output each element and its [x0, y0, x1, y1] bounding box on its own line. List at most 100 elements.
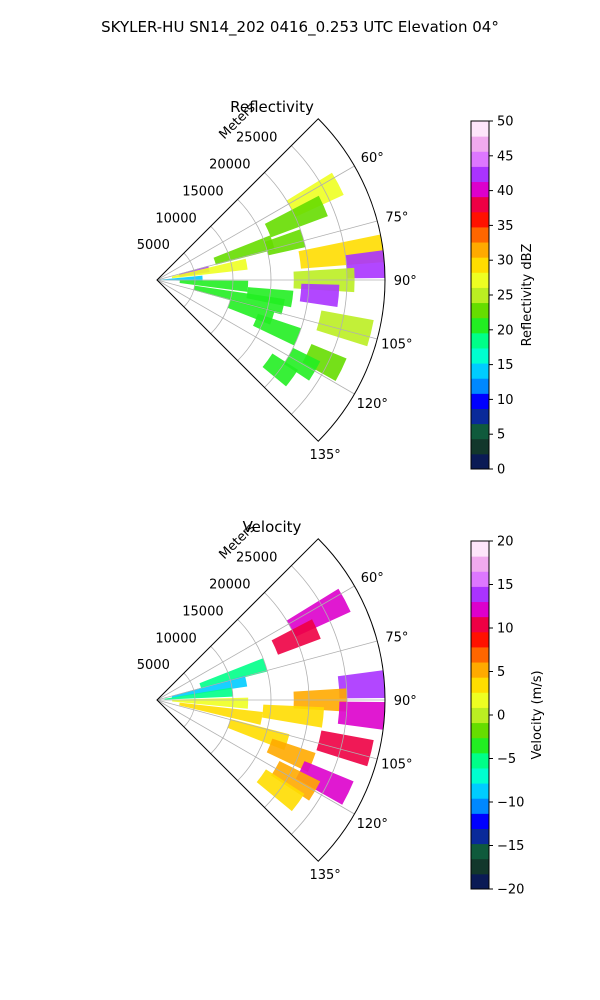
- range-tick-label: 25000: [236, 131, 277, 146]
- azimuth-tick-label: 90°: [394, 694, 417, 709]
- colorbar-swatch: [471, 181, 489, 198]
- echo-cell: [295, 761, 354, 805]
- colorbar-tick-label: −10: [497, 796, 524, 811]
- range-tick-label: 25000: [236, 551, 277, 566]
- colorbar-tick-label: 50: [497, 115, 514, 130]
- echo-cell: [199, 658, 268, 689]
- colorbar-swatch: [471, 646, 489, 663]
- colorbar-swatch: [471, 332, 489, 349]
- range-tick-label: 5000: [137, 658, 170, 673]
- echo-cell: [179, 280, 249, 292]
- azimuth-tick-label: 105°: [381, 338, 412, 353]
- colorbar-swatch: [471, 828, 489, 845]
- colorbar-swatch: [471, 287, 489, 304]
- echo-cell: [256, 769, 305, 812]
- reflectivity-panel: Reflectivity 60° 75° 90° 105° 120° 135° 5000 10…: [137, 98, 535, 478]
- colorbar-swatch: [471, 453, 489, 470]
- colorbar-swatch: [471, 858, 489, 875]
- colorbar-swatch: [471, 317, 489, 334]
- echo-cell: [337, 670, 385, 699]
- echo-cell: [316, 310, 374, 347]
- azimuth-spoke: [156, 640, 378, 701]
- colorbar-swatch: [471, 136, 489, 152]
- echo-cell: [271, 619, 321, 655]
- colorbar-tick-label: 10: [497, 622, 514, 637]
- colorbar-tick-label: 15: [497, 358, 514, 373]
- range-tick-label: 5000: [137, 238, 170, 253]
- colorbar-tick-label: 35: [497, 219, 514, 234]
- azimuth-tick-label: 120°: [357, 817, 388, 832]
- sector-outline: [156, 538, 386, 862]
- echo-cell: [337, 701, 385, 730]
- azimuth-tick-label: 90°: [394, 274, 417, 289]
- colorbar-tick-label: −20: [497, 883, 524, 898]
- azimuth-spoke: [156, 220, 378, 281]
- colorbar-swatch: [471, 601, 489, 618]
- colorbar-label: Reflectivity dBZ: [520, 244, 535, 347]
- colorbar-swatch: [471, 813, 489, 829]
- range-tick-label: 15000: [182, 604, 223, 619]
- grid: [156, 565, 385, 835]
- azimuth-tick-label: 75°: [385, 210, 408, 225]
- colorbar: 0 5 10 15 20 25 30 35 40 45 50: [470, 115, 514, 478]
- colorbar-tick-label: 5: [497, 665, 505, 680]
- colorbar-swatch: [471, 843, 489, 860]
- echo-cell: [266, 738, 316, 772]
- colorbar-tick-label: 40: [497, 184, 514, 199]
- colorbar-swatch: [471, 586, 489, 603]
- colorbar-swatch: [471, 722, 489, 739]
- colorbar-swatch: [471, 662, 489, 678]
- colorbar-swatch: [471, 423, 489, 440]
- grid: [156, 145, 385, 415]
- colorbar-tick-label: 30: [497, 254, 514, 269]
- colorbar-swatch: [471, 737, 489, 754]
- colorbar-tick-label: 20: [497, 535, 514, 550]
- colorbar-tick-label: 5: [497, 428, 505, 443]
- azimuth-tick-label: 120°: [357, 397, 388, 412]
- velocity-panel: Velocity 60° 75° 90° 105° 120° 135° 5000 10000 1…: [137, 518, 545, 898]
- colorbar-swatch: [471, 302, 489, 319]
- echo-layer: [164, 588, 385, 812]
- colorbar-tick-label: 20: [497, 323, 514, 338]
- range-tick-label: 20000: [209, 578, 250, 593]
- azimuth-tick-label: 135°: [309, 448, 340, 463]
- range-tick-label: 10000: [155, 211, 196, 226]
- colorbar-swatch: [471, 408, 489, 425]
- echo-cell: [345, 250, 385, 279]
- colorbar-swatch: [471, 707, 489, 724]
- azimuth-tick-label: 75°: [385, 630, 408, 645]
- colorbar-swatch: [471, 393, 489, 409]
- colorbar-swatch: [471, 166, 489, 183]
- colorbar-tick-label: 10: [497, 393, 514, 408]
- azimuth-spoke: [156, 279, 355, 395]
- echo-cell: [299, 283, 340, 307]
- echo-cell: [283, 347, 321, 381]
- azimuth-spoke: [156, 585, 355, 701]
- echo-cell: [213, 235, 275, 265]
- colorbar-swatch: [471, 363, 489, 379]
- azimuth-tick-label: 60°: [361, 151, 384, 166]
- colorbar-swatch: [471, 242, 489, 258]
- colorbar-swatch: [471, 196, 489, 213]
- azimuth-spoke: [156, 279, 378, 340]
- colorbar-swatch: [471, 226, 489, 243]
- panel-title: Reflectivity: [230, 98, 314, 116]
- echo-cell: [302, 343, 347, 382]
- echo-cell: [261, 704, 325, 728]
- colorbar-label: Velocity (m/s): [530, 670, 545, 759]
- range-tick-label: 10000: [155, 631, 196, 646]
- sector-plot: 60° 75° 90° 105° 120° 135° 5000 10000 15000 20000…: [137, 520, 417, 883]
- azimuth-spoke: [156, 699, 355, 815]
- colorbar-swatch: [471, 798, 489, 814]
- panel-title: Velocity: [243, 518, 302, 536]
- colorbar-swatch: [471, 873, 489, 890]
- azimuth-tick-label: 60°: [361, 571, 384, 586]
- colorbar-swatch: [471, 631, 489, 648]
- colorbar-swatch: [471, 556, 489, 572]
- colorbar-swatch: [471, 677, 489, 693]
- azimuth-spoke: [156, 699, 378, 760]
- colorbar-swatch: [471, 438, 489, 455]
- colorbar-swatch: [471, 783, 489, 799]
- colorbar-tick-label: −15: [497, 839, 524, 854]
